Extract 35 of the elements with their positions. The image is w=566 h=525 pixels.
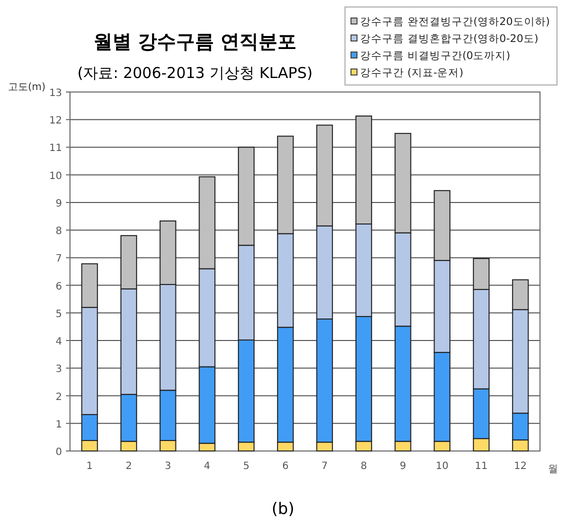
- legend-label: 강수구름 비결빙구간(0도까지): [360, 50, 510, 62]
- y-tick-label: 8: [56, 226, 62, 238]
- y-tick-label: 1: [56, 419, 62, 430]
- y-tick-label: 2: [56, 392, 62, 403]
- y-tick-label: 6: [56, 281, 62, 292]
- y-tick-label: 0: [56, 447, 62, 458]
- chart-subtitle: (자료: 2006-2013 기상청 KLAPS): [77, 64, 313, 82]
- x-tick-label: 10: [436, 461, 448, 472]
- chart-title: 월별 강수구름 연직분포: [93, 31, 297, 53]
- x-tick-label: 12: [514, 461, 527, 472]
- text: (b): [272, 499, 294, 518]
- legend-label: 강수구름 결빙혼합구간(영하0-20도): [360, 33, 538, 45]
- x-tick-label: 9: [400, 461, 406, 472]
- legend-label: 강수구름 완전결빙구간(영하20도이하): [360, 16, 550, 28]
- y-tick-label: 4: [56, 336, 62, 348]
- y-tick-label: 11: [49, 143, 62, 154]
- x-tick-label: 2: [126, 461, 132, 472]
- legend-label: 강수구간 (지표-운저): [360, 67, 464, 79]
- y-tick-label: 9: [56, 198, 62, 210]
- x-tick-label: 6: [282, 461, 289, 472]
- y-axis-title: 고도(m): [8, 82, 46, 93]
- y-tick-label: 13: [49, 88, 62, 99]
- x-tick-label: 7: [321, 461, 328, 472]
- x-tick-label: 11: [474, 461, 488, 472]
- y-tick-label: 10: [49, 170, 62, 182]
- y-tick-label: 5: [56, 308, 62, 320]
- y-tick-label: 7: [56, 254, 62, 265]
- x-tick-label: 1: [86, 461, 93, 472]
- x-tick-label: 4: [204, 461, 210, 472]
- x-axis-title: 월: [548, 464, 558, 475]
- y-tick-label: 3: [56, 364, 62, 376]
- x-tick-label: 8: [360, 461, 367, 472]
- y-tick-label: 12: [49, 116, 62, 127]
- x-tick-label: 5: [243, 461, 250, 472]
- x-tick-label: 3: [164, 461, 172, 472]
